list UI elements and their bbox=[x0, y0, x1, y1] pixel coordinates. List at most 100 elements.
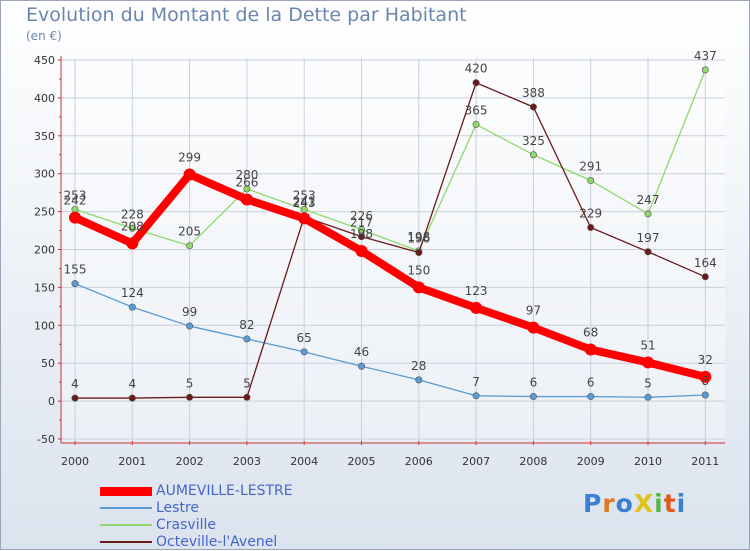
data-label: 150 bbox=[407, 263, 430, 277]
data-point bbox=[415, 249, 423, 257]
legend-label: Crasville bbox=[156, 517, 216, 533]
y-tick-label: 250 bbox=[34, 206, 55, 219]
data-label: 5 bbox=[644, 376, 652, 390]
data-point bbox=[699, 370, 712, 383]
data-label: 247 bbox=[637, 193, 660, 207]
data-point bbox=[355, 245, 368, 258]
legend-label: Lestre bbox=[156, 500, 200, 516]
data-label: 65 bbox=[297, 331, 312, 345]
data-label: 46 bbox=[354, 345, 369, 359]
data-point bbox=[644, 248, 652, 256]
data-point bbox=[470, 301, 483, 314]
logo-letter: P bbox=[583, 489, 603, 518]
data-point bbox=[472, 79, 480, 87]
data-point bbox=[243, 335, 251, 343]
data-label: 51 bbox=[640, 338, 655, 352]
data-label: 208 bbox=[121, 219, 144, 233]
data-point bbox=[126, 237, 139, 250]
data-point bbox=[587, 393, 595, 401]
data-label: 99 bbox=[182, 305, 197, 319]
y-tick-label: 300 bbox=[34, 168, 55, 181]
data-label: 164 bbox=[694, 256, 717, 270]
data-point bbox=[243, 185, 251, 193]
data-point bbox=[527, 321, 540, 334]
data-label: 291 bbox=[579, 160, 602, 174]
data-label: 217 bbox=[350, 216, 373, 230]
logo-letter: X bbox=[633, 489, 655, 518]
data-point bbox=[644, 393, 652, 401]
legend-swatch bbox=[100, 487, 152, 496]
x-tick-label: 2000 bbox=[61, 455, 89, 468]
data-label: 242 bbox=[64, 194, 87, 208]
data-label: 241 bbox=[293, 194, 316, 208]
y-tick-label: 150 bbox=[34, 281, 55, 294]
data-point bbox=[701, 273, 709, 281]
data-point bbox=[587, 177, 595, 185]
y-tick-label: 0 bbox=[48, 395, 55, 408]
data-label: 280 bbox=[235, 168, 258, 182]
data-label: 437 bbox=[694, 49, 717, 63]
data-point bbox=[186, 322, 194, 330]
data-label: 388 bbox=[522, 86, 545, 100]
data-label: 4 bbox=[128, 377, 136, 391]
data-label: 32 bbox=[698, 353, 713, 367]
data-point bbox=[128, 303, 136, 311]
data-label: 97 bbox=[526, 304, 541, 318]
series-line-1 bbox=[74, 282, 706, 398]
data-label: 229 bbox=[579, 207, 602, 221]
data-label: 28 bbox=[411, 359, 426, 373]
series-line-0 bbox=[71, 170, 710, 381]
data-label: 365 bbox=[465, 103, 488, 117]
data-point bbox=[412, 281, 425, 294]
data-label: 243 bbox=[293, 196, 316, 210]
chart-subtitle: (en €) bbox=[26, 29, 62, 43]
data-label: 325 bbox=[522, 134, 545, 148]
x-tick-label: 2004 bbox=[290, 455, 318, 468]
proxiti-logo: ProXiti bbox=[583, 489, 686, 518]
legend-swatch bbox=[100, 507, 152, 509]
data-label: 198 bbox=[407, 230, 430, 244]
x-tick-label: 2008 bbox=[519, 455, 547, 468]
data-label: 226 bbox=[350, 209, 373, 223]
data-point bbox=[357, 233, 365, 241]
x-tick-label: 2010 bbox=[634, 455, 662, 468]
data-point bbox=[642, 356, 654, 369]
logo-letter: i bbox=[654, 489, 664, 518]
x-tick-label: 2003 bbox=[233, 455, 261, 468]
logo-letter: t bbox=[663, 489, 677, 518]
chart-title: Evolution du Montant de la Dette par Hab… bbox=[26, 4, 467, 26]
x-tick-label: 2002 bbox=[176, 455, 204, 468]
data-point bbox=[357, 362, 365, 370]
data-label: 253 bbox=[64, 188, 87, 202]
data-point bbox=[529, 393, 537, 401]
data-point bbox=[71, 394, 79, 402]
legend-swatch bbox=[100, 541, 152, 543]
data-point bbox=[128, 394, 136, 402]
data-point bbox=[71, 280, 79, 288]
data-label: 5 bbox=[243, 376, 251, 390]
data-label: 299 bbox=[178, 150, 201, 164]
data-point bbox=[128, 224, 136, 232]
legend-label: Octeville-l'Avenel bbox=[156, 534, 278, 550]
data-label: 420 bbox=[465, 62, 488, 76]
data-point bbox=[472, 392, 480, 400]
logo-letter: r bbox=[602, 489, 616, 518]
data-point bbox=[300, 348, 308, 356]
data-point bbox=[183, 168, 196, 181]
data-label: 197 bbox=[637, 231, 660, 245]
y-tick-label: 400 bbox=[34, 92, 55, 105]
data-point bbox=[701, 66, 709, 74]
y-tick-label: 350 bbox=[34, 130, 55, 143]
data-label: 205 bbox=[178, 225, 201, 239]
y-tick-label: 100 bbox=[34, 319, 55, 332]
data-label: 5 bbox=[186, 376, 194, 390]
data-point bbox=[240, 193, 253, 206]
data-label: 124 bbox=[121, 286, 144, 300]
data-point bbox=[584, 343, 597, 356]
y-tick-label: 200 bbox=[34, 244, 55, 257]
data-label: 82 bbox=[239, 318, 254, 332]
data-point bbox=[472, 120, 480, 128]
data-label: 228 bbox=[121, 207, 144, 221]
